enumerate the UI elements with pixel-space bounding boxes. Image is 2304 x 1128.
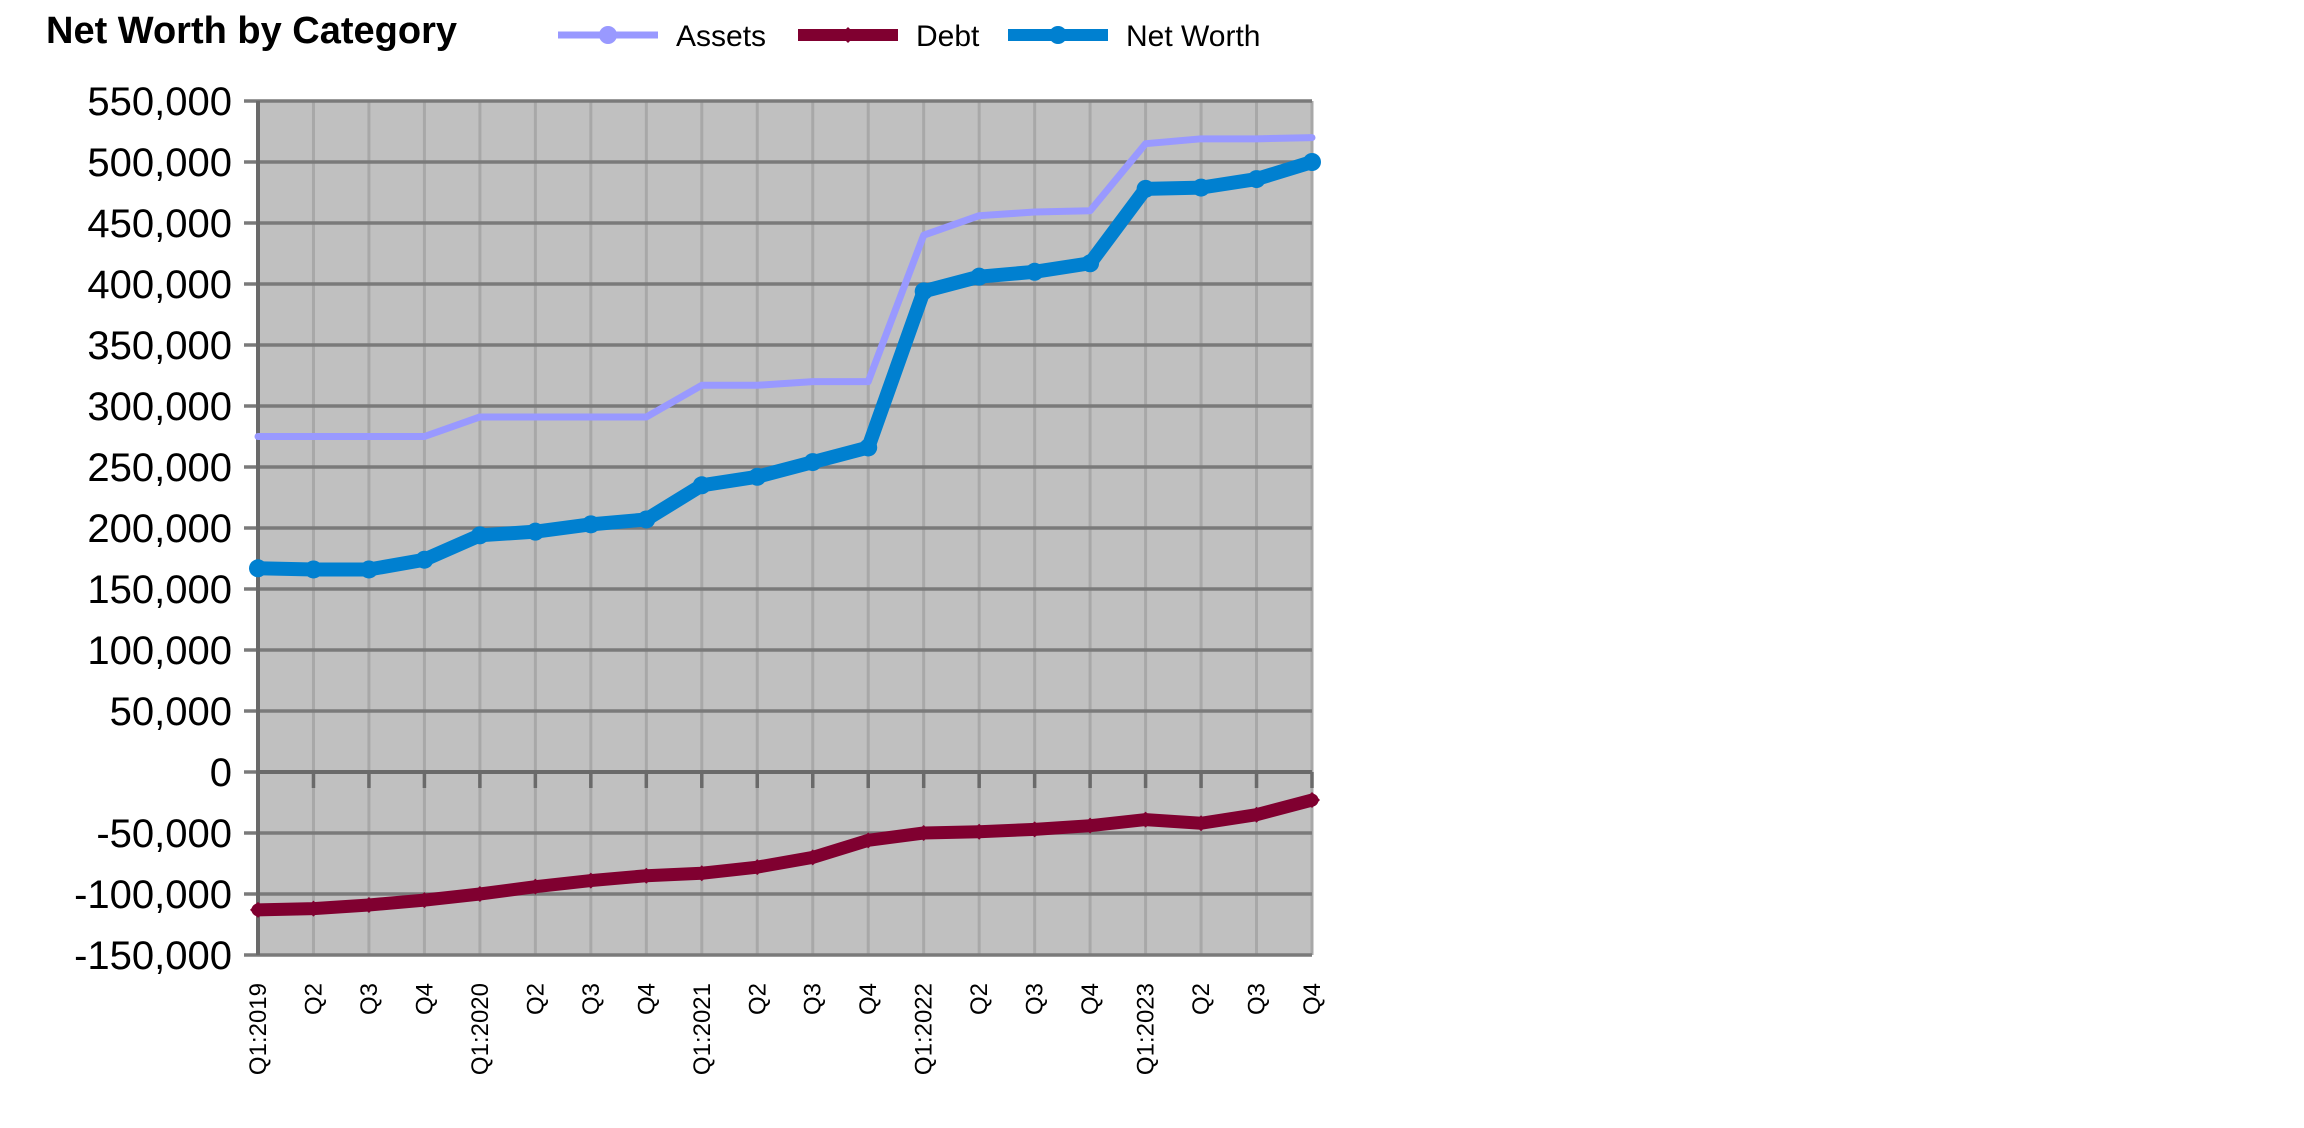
data-point [581, 515, 600, 534]
data-point [1248, 806, 1265, 823]
y-tick-label: 500,000 [87, 141, 232, 185]
legend-marker [599, 26, 617, 44]
legend-label: Debt [916, 20, 980, 53]
data-point [749, 859, 766, 876]
legend-marker [840, 27, 856, 43]
chart-title: Net Worth by Category [46, 10, 458, 52]
data-point [804, 849, 821, 866]
data-point [526, 522, 545, 541]
y-tick-label: 450,000 [87, 202, 232, 246]
y-tick-label: 250,000 [87, 446, 232, 490]
y-tick-label: 200,000 [87, 507, 232, 551]
data-point [471, 886, 488, 902]
legend-item-debt: Debt [798, 20, 980, 53]
data-point [748, 467, 767, 486]
data-point [304, 560, 323, 579]
y-tick-label: 0 [210, 751, 232, 795]
legend: Assets Debt Net Worth [558, 20, 1261, 53]
data-point [1247, 170, 1266, 189]
data-point [1193, 815, 1210, 832]
y-tick-label: 550,000 [87, 80, 232, 124]
x-tick-label: Q3 [1022, 983, 1049, 1015]
data-point [1136, 179, 1155, 198]
data-point [860, 832, 877, 849]
series-line [251, 793, 1319, 917]
legend-item-net-worth: Net Worth [1008, 20, 1261, 53]
data-point [1025, 262, 1044, 281]
data-point [1082, 817, 1099, 834]
data-point [305, 900, 322, 917]
x-tick-label: Q2 [966, 983, 993, 1015]
data-point [970, 267, 989, 286]
y-axis-tick-labels: 550,000 500,000 450,000 400,000 350,000 300,0… [74, 80, 232, 978]
series-debt [250, 792, 1320, 918]
data-point [1303, 153, 1321, 171]
data-point [582, 872, 599, 889]
data-point [859, 438, 878, 457]
data-point [971, 823, 988, 840]
x-tick-label: Q4 [1077, 983, 1104, 1015]
x-tick-label: Q2 [300, 983, 327, 1015]
data-point [359, 560, 378, 579]
data-point [637, 510, 656, 529]
data-point [1081, 254, 1100, 273]
x-tick-label: Q2 [1188, 983, 1215, 1015]
y-tick-label: 350,000 [87, 324, 232, 368]
x-tick-label: Q2 [744, 983, 771, 1015]
series-net-worth [249, 153, 1321, 579]
y-tick-label: -50,000 [96, 812, 232, 856]
y-tick-label: 300,000 [87, 385, 232, 429]
x-tick-label: Q2 [522, 983, 549, 1015]
data-point [693, 865, 710, 882]
x-tick-label: Q1:2023 [1133, 983, 1160, 1075]
y-tick-label: -100,000 [74, 873, 232, 917]
data-point [692, 476, 711, 495]
data-point [803, 453, 822, 472]
x-tick-label: Q1:2019 [245, 983, 272, 1075]
data-point [360, 896, 377, 913]
series-lines [249, 134, 1321, 918]
data-point [1192, 178, 1211, 197]
y-tick-label: 150,000 [87, 568, 232, 612]
data-point [1304, 792, 1320, 809]
legend-label: Net Worth [1126, 20, 1261, 53]
data-point [915, 825, 932, 841]
x-tick-label: Q3 [1244, 983, 1271, 1015]
x-tick-label: Q1:2021 [689, 983, 716, 1075]
axes [244, 99, 1314, 957]
data-point [914, 282, 933, 301]
legend-marker [1049, 26, 1067, 44]
x-tick-label: Q3 [356, 983, 383, 1015]
series-assets [254, 134, 1316, 440]
x-tick-label: Q4 [855, 983, 882, 1015]
y-tick-label: 50,000 [110, 690, 232, 734]
y-tick-label: 100,000 [87, 629, 232, 673]
x-tick-label: Q4 [1299, 983, 1326, 1015]
data-point [415, 550, 434, 569]
data-point [1026, 821, 1043, 838]
data-point [527, 878, 544, 895]
x-tick-label: Q3 [800, 983, 827, 1015]
data-point [1137, 811, 1154, 828]
legend-item-assets: Assets [558, 20, 766, 53]
x-tick-label: Q4 [411, 983, 438, 1015]
x-tick-label: Q1:2020 [467, 983, 494, 1075]
data-point [249, 559, 267, 578]
x-tick-label: Q3 [578, 983, 605, 1015]
series-line [251, 155, 1319, 577]
data-point [250, 901, 266, 918]
legend-label: Assets [676, 20, 766, 53]
series-line [254, 134, 1316, 440]
x-tick-label: Q1:2022 [911, 983, 938, 1075]
y-tick-label: -150,000 [74, 934, 232, 978]
data-point [470, 526, 489, 545]
x-tick-label: Q4 [633, 983, 660, 1015]
x-axis-tick-labels: Q1:2019 Q2 Q3 Q4 Q1:2020 Q2 Q3 Q4 Q1:2021 Q2 Q3 Q4 Q… [245, 983, 1326, 1075]
y-tick-label: 400,000 [87, 263, 232, 307]
data-point [638, 867, 655, 884]
data-point [416, 892, 433, 909]
